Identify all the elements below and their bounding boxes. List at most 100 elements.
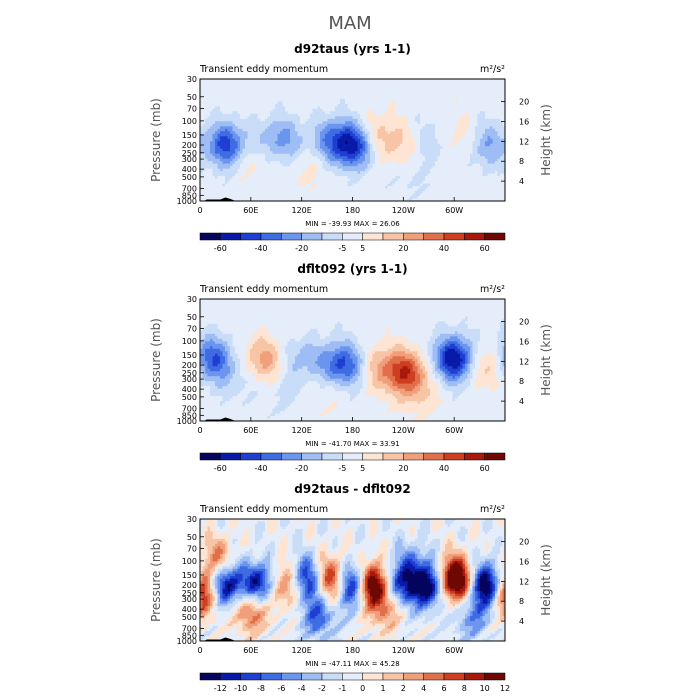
field-cell [380,128,383,132]
field-cell [292,131,296,135]
field-cell [377,111,381,115]
field-cell [377,123,381,127]
field-cell [377,121,381,125]
field-cell [392,118,396,122]
field-cell [305,118,308,122]
field-cell [302,98,306,102]
field-cell [425,161,428,165]
field-cell [252,118,256,122]
field-cell [372,108,376,112]
field-cell [360,136,363,140]
field-cell [207,103,211,107]
field-cell [442,163,446,167]
field-cell [310,166,313,170]
field-cell [462,141,466,145]
field-cell [467,123,471,127]
field-cell [292,161,296,165]
field-cell [200,161,203,165]
field-cell [477,108,481,112]
field-cell [230,133,233,137]
field-cell [267,86,271,90]
field-cell [455,103,458,107]
field-cell [405,148,408,152]
field-cell [397,133,401,137]
field-cell [412,126,416,130]
field-cell [217,108,221,112]
field-cell [302,118,306,122]
field-cell [397,168,401,172]
field-cell [265,81,268,85]
field-cell [280,91,283,95]
field-cell [257,83,261,87]
field-cell [370,101,373,105]
field-cell [502,136,506,140]
field-cell [402,88,406,92]
field-cell [225,116,228,120]
field-cell [372,178,376,182]
field-cell [327,161,331,165]
field-cell [422,98,426,102]
field-cell [500,118,503,122]
field-cell [297,156,301,160]
field-cell [295,116,298,120]
field-cell [352,158,356,162]
field-cell [490,101,493,105]
field-cell [275,161,278,165]
field-cell [302,161,306,165]
field-cell [377,103,381,107]
field-cell [305,79,308,82]
field-cell [312,173,316,177]
field-cell [462,156,466,160]
field-cell [405,98,408,102]
field-cell [377,106,381,110]
field-cell [232,163,236,167]
field-cell [272,81,276,85]
field-cell [427,143,431,147]
field-cell [212,151,216,155]
field-cell [417,106,421,110]
field-cell [327,113,331,117]
field-cell [372,88,376,92]
field-cell [405,108,408,112]
field-cell [482,116,486,120]
field-cell [222,141,226,145]
field-cell [427,128,431,132]
field-cell [302,106,306,110]
field-cell [215,176,218,179]
field-cell [420,141,423,145]
field-cell [250,126,253,130]
field-cell [200,173,203,177]
field-cell [385,116,388,120]
field-cell [385,121,388,125]
left-string: Transient eddy momentum [199,64,328,75]
field-cell [447,146,451,150]
field-cell [412,161,416,165]
field-cell [417,91,421,95]
field-cell [322,79,326,82]
field-cell [202,101,206,105]
field-cell [352,111,356,115]
field-cell [472,176,476,179]
field-cell [492,161,496,165]
field-cell [347,83,351,87]
field-cell [217,158,221,162]
field-cell [207,111,211,115]
field-cell [377,151,381,155]
field-cell [312,146,316,150]
field-cell [440,106,443,110]
field-cell [392,133,396,137]
field-cell [470,153,473,157]
field-cell [452,113,456,117]
field-cell [397,158,401,162]
field-cell [445,123,448,127]
field-cell [415,98,418,102]
field-cell [302,146,306,150]
field-cell [465,158,468,162]
field-cell [250,138,253,142]
field-cell [500,161,503,165]
field-cell [482,126,486,130]
field-cell [300,133,303,137]
field-cell [450,83,453,87]
field-cell [432,101,436,105]
field-cell [380,176,383,179]
